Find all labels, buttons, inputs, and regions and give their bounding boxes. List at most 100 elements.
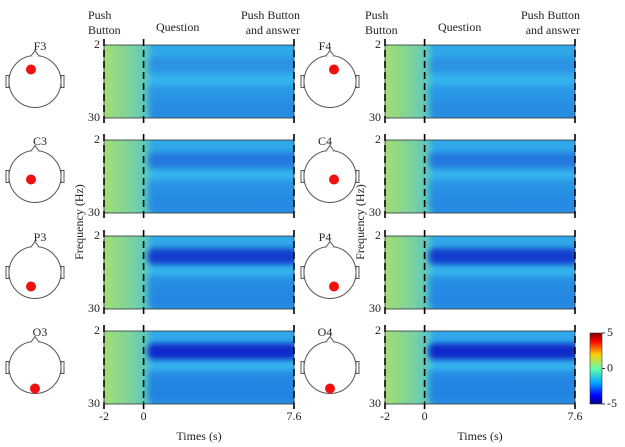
response-band xyxy=(147,248,294,265)
x-tick-label: 7.6 xyxy=(568,409,583,423)
event-label: Push xyxy=(365,8,388,22)
y-tick-label: 30 xyxy=(369,301,381,315)
nose xyxy=(325,240,335,248)
electrode xyxy=(329,174,339,185)
ear xyxy=(60,75,65,88)
colorbar-tick-label: -5 xyxy=(607,396,617,410)
pre-stimulus-region xyxy=(385,140,431,213)
heatmap xyxy=(385,236,575,309)
low-band xyxy=(147,180,294,210)
ear xyxy=(5,170,10,183)
y-tick-label: 30 xyxy=(88,301,100,315)
heatmap xyxy=(385,331,575,404)
x-tick-label: -2 xyxy=(380,409,390,423)
heatmap xyxy=(385,140,575,213)
y-tick-label: 2 xyxy=(375,228,381,242)
ear xyxy=(5,75,10,88)
nose xyxy=(30,335,40,343)
response-band xyxy=(428,57,575,74)
ear xyxy=(300,170,305,183)
nose xyxy=(325,144,335,152)
x-tick-label: 7.6 xyxy=(287,409,302,423)
y-tick-label: 30 xyxy=(369,205,381,219)
pre-stimulus-region xyxy=(385,236,431,309)
frame xyxy=(103,235,295,310)
y-axis-label: Frequency (Hz) xyxy=(353,184,367,260)
frame xyxy=(384,139,576,214)
y-tick-label: 2 xyxy=(375,37,381,51)
nose xyxy=(30,240,40,248)
x-axis-label: Times (s) xyxy=(176,429,221,443)
head xyxy=(303,246,357,299)
electrode xyxy=(30,383,40,394)
frame xyxy=(103,44,295,119)
head xyxy=(8,246,62,299)
channel-label: O4 xyxy=(318,325,333,339)
electrode xyxy=(26,281,36,292)
channel-label: O3 xyxy=(33,325,48,339)
colorbar-tick-label: 5 xyxy=(607,325,613,339)
low-band xyxy=(147,371,294,401)
response-band xyxy=(147,343,294,360)
nose xyxy=(30,49,40,57)
frame xyxy=(103,330,295,405)
frame xyxy=(384,330,576,405)
event-label: and answer xyxy=(246,23,300,37)
ear xyxy=(355,170,360,183)
y-tick-label: 30 xyxy=(88,110,100,124)
event-label: Button xyxy=(88,23,121,37)
channel-label: C3 xyxy=(33,134,47,148)
channel-label: P4 xyxy=(319,230,332,244)
ear xyxy=(355,361,360,374)
ear xyxy=(5,266,10,279)
y-tick-label: 2 xyxy=(375,323,381,337)
y-axis-label: Frequency (Hz) xyxy=(72,184,86,260)
low-band xyxy=(428,371,575,401)
head xyxy=(303,55,357,108)
y-tick-label: 30 xyxy=(369,396,381,410)
event-label: Question xyxy=(438,20,481,34)
ear xyxy=(355,266,360,279)
electrode xyxy=(325,383,335,394)
response-band xyxy=(428,248,575,265)
nose xyxy=(325,335,335,343)
y-tick-label: 2 xyxy=(94,323,100,337)
head xyxy=(8,55,62,108)
x-tick-label: 0 xyxy=(422,409,428,423)
ear xyxy=(5,361,10,374)
channel-label: F3 xyxy=(34,39,47,53)
frame xyxy=(384,235,576,310)
response-band xyxy=(147,57,294,74)
pre-stimulus-region xyxy=(104,140,150,213)
channel-label: C4 xyxy=(318,134,332,148)
y-tick-label: 2 xyxy=(94,228,100,242)
event-label: Button xyxy=(365,23,398,37)
electrode xyxy=(26,64,36,75)
nose xyxy=(325,49,335,57)
low-band xyxy=(428,276,575,306)
ear xyxy=(300,266,305,279)
electrode xyxy=(329,281,339,292)
event-label: Push xyxy=(88,8,111,22)
ear xyxy=(300,75,305,88)
event-label: Push Button xyxy=(241,8,300,22)
heatmap xyxy=(385,45,575,118)
y-tick-label: 2 xyxy=(375,132,381,146)
low-band xyxy=(428,180,575,210)
response-band xyxy=(428,343,575,360)
y-tick-label: 2 xyxy=(94,37,100,51)
response-band xyxy=(147,152,294,169)
event-label: and answer xyxy=(526,23,580,37)
heatmap xyxy=(104,331,294,404)
y-tick-label: 30 xyxy=(88,205,100,219)
nose xyxy=(30,144,40,152)
frame xyxy=(384,44,576,119)
low-band xyxy=(147,276,294,306)
response-band xyxy=(428,152,575,169)
x-axis-label: Times (s) xyxy=(457,429,502,443)
ear xyxy=(300,361,305,374)
event-label: Push Button xyxy=(521,8,580,22)
low-band xyxy=(147,85,294,115)
pre-stimulus-region xyxy=(385,45,431,118)
